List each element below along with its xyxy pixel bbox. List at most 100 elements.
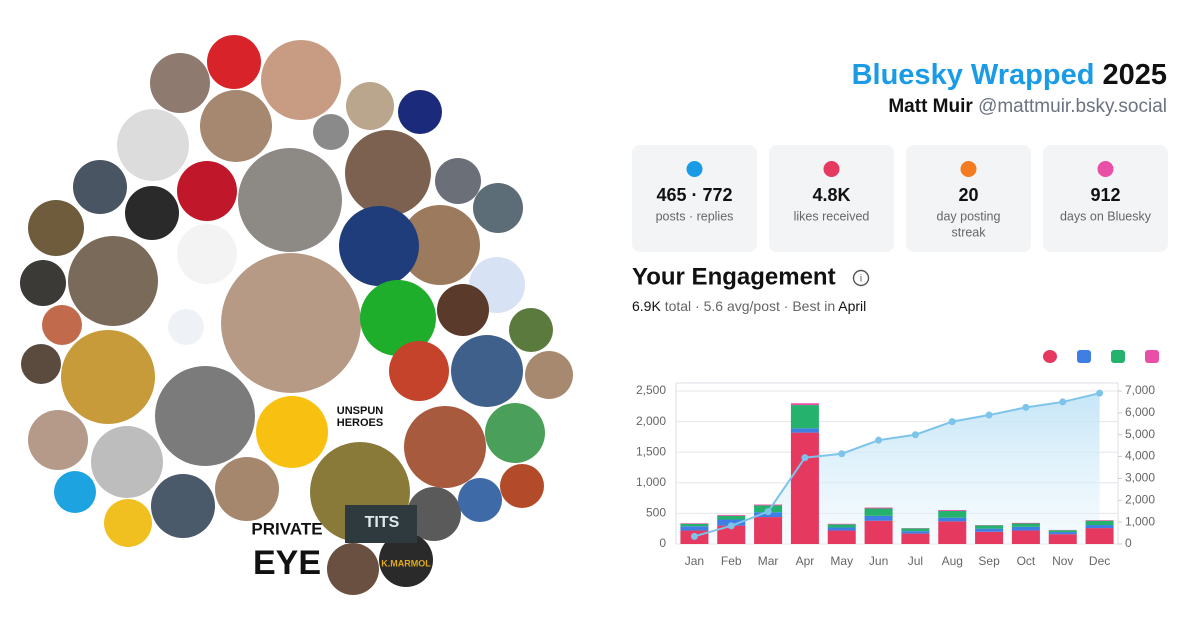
avatar — [389, 341, 449, 401]
bar-segment — [1011, 530, 1040, 544]
avatar-panel — [345, 505, 417, 543]
avatar — [221, 253, 361, 393]
y-tick-label: 0 — [659, 536, 666, 550]
bar-segment — [864, 520, 893, 544]
avatar — [256, 396, 328, 468]
avatar — [473, 183, 523, 233]
avatar — [398, 90, 442, 134]
summary: 6.9K total · 5.6 avg/post · Best in Apri… — [632, 298, 866, 314]
stat-value: 20 — [958, 185, 978, 205]
bar-segment — [1011, 522, 1040, 524]
y2-tick-label: 7,000 — [1125, 383, 1155, 397]
legend-toggle[interactable] — [1111, 350, 1125, 363]
stat-label: posts · replies — [656, 209, 734, 223]
avatar-label: UNSPUN — [337, 405, 384, 417]
line-point — [838, 450, 846, 458]
bar-segment — [975, 528, 1004, 532]
stat-icon — [1097, 161, 1114, 177]
bar-segment — [717, 525, 746, 544]
avatar — [177, 161, 237, 221]
y-tick-label: 1,000 — [636, 475, 666, 489]
x-tick-label: Aug — [942, 554, 963, 568]
bar-segment — [1085, 525, 1114, 529]
engagement-chart: 0 500 1,000 1,500 2,000 2,500 0 1,000 2,000 3,000… — [636, 350, 1159, 568]
bar-segment — [975, 525, 1004, 529]
bar-segment — [938, 510, 967, 518]
avatar — [360, 280, 436, 356]
avatar — [61, 330, 155, 424]
y-tick-label: 2,000 — [636, 414, 666, 428]
bar-segment — [827, 527, 856, 531]
y2-tick-label: 3,000 — [1125, 471, 1155, 485]
y-tick-label: 1,500 — [636, 444, 666, 458]
stat-label: streak — [951, 225, 986, 239]
avatar — [200, 90, 272, 162]
line-point — [1096, 389, 1104, 397]
avatar — [215, 457, 279, 521]
avatar — [407, 487, 461, 541]
avatar — [500, 464, 544, 508]
bar-segment — [1011, 526, 1040, 531]
y2-tick-label: 5,000 — [1125, 427, 1155, 441]
avatar — [345, 130, 431, 216]
bar-segment — [790, 405, 819, 429]
y2-tick-label: 2,000 — [1125, 492, 1155, 506]
info-icon-glyph: i — [860, 274, 862, 285]
x-tick-label: Jan — [685, 554, 704, 568]
section-title: Your Engagement — [632, 263, 836, 290]
stat-card — [1043, 145, 1168, 252]
stats: 465 · 772 posts · replies 4.8K likes receiv… — [632, 145, 1168, 252]
x-tick-label: Apr — [796, 554, 815, 568]
avatar — [379, 533, 433, 587]
avatar — [125, 186, 179, 240]
legend-toggle[interactable] — [1077, 350, 1091, 363]
legend-toggle[interactable] — [1043, 350, 1057, 363]
bar-segment — [827, 523, 856, 525]
avatar — [458, 478, 502, 522]
bar-segment — [938, 510, 967, 511]
bar-segment — [717, 514, 746, 516]
bar-segment — [864, 515, 893, 521]
avatar — [313, 114, 349, 150]
avatar — [451, 335, 523, 407]
x-tick-label: Feb — [721, 554, 742, 568]
info-icon[interactable] — [852, 269, 870, 287]
bar-segment — [1048, 530, 1077, 533]
bar-segment — [901, 528, 930, 532]
x-tick-label: Jun — [869, 554, 888, 568]
y2-tick-label: 6,000 — [1125, 405, 1155, 419]
avatar — [339, 206, 419, 286]
line — [694, 392, 1100, 538]
avatar — [54, 471, 96, 513]
avatar-label: HEROES — [337, 417, 383, 429]
avatar — [28, 200, 84, 256]
avatar — [261, 40, 341, 120]
line-point — [764, 508, 772, 516]
avatar — [21, 344, 61, 384]
stat-label: day posting — [937, 209, 1001, 223]
avatar — [485, 403, 545, 463]
stat-label: days on Bluesky — [1060, 209, 1152, 223]
user-line: Matt Muir @mattmuir.bsky.social — [888, 96, 1167, 117]
bar-segment — [790, 432, 819, 544]
bar-segment — [1011, 523, 1040, 527]
avatar — [400, 205, 480, 285]
line-point — [911, 431, 919, 439]
avatar — [168, 309, 204, 345]
bar-segment — [827, 530, 856, 544]
avatar — [435, 158, 481, 204]
legend-toggle[interactable] — [1145, 350, 1159, 363]
line-point — [690, 532, 698, 540]
bar-segment — [1048, 532, 1077, 535]
avatar — [20, 260, 66, 306]
avatar — [91, 426, 163, 498]
x-tick-label: Mar — [758, 554, 779, 568]
stat-icon — [960, 161, 977, 177]
avatar-label: K.MARMOL — [381, 558, 431, 568]
y2-tick-label: 0 — [1125, 536, 1132, 550]
stat-card — [769, 145, 894, 252]
bar-segment — [938, 521, 967, 544]
bar-segment — [1085, 528, 1114, 544]
avatar — [73, 160, 127, 214]
title: Bluesky Wrapped 2025 — [852, 59, 1167, 91]
